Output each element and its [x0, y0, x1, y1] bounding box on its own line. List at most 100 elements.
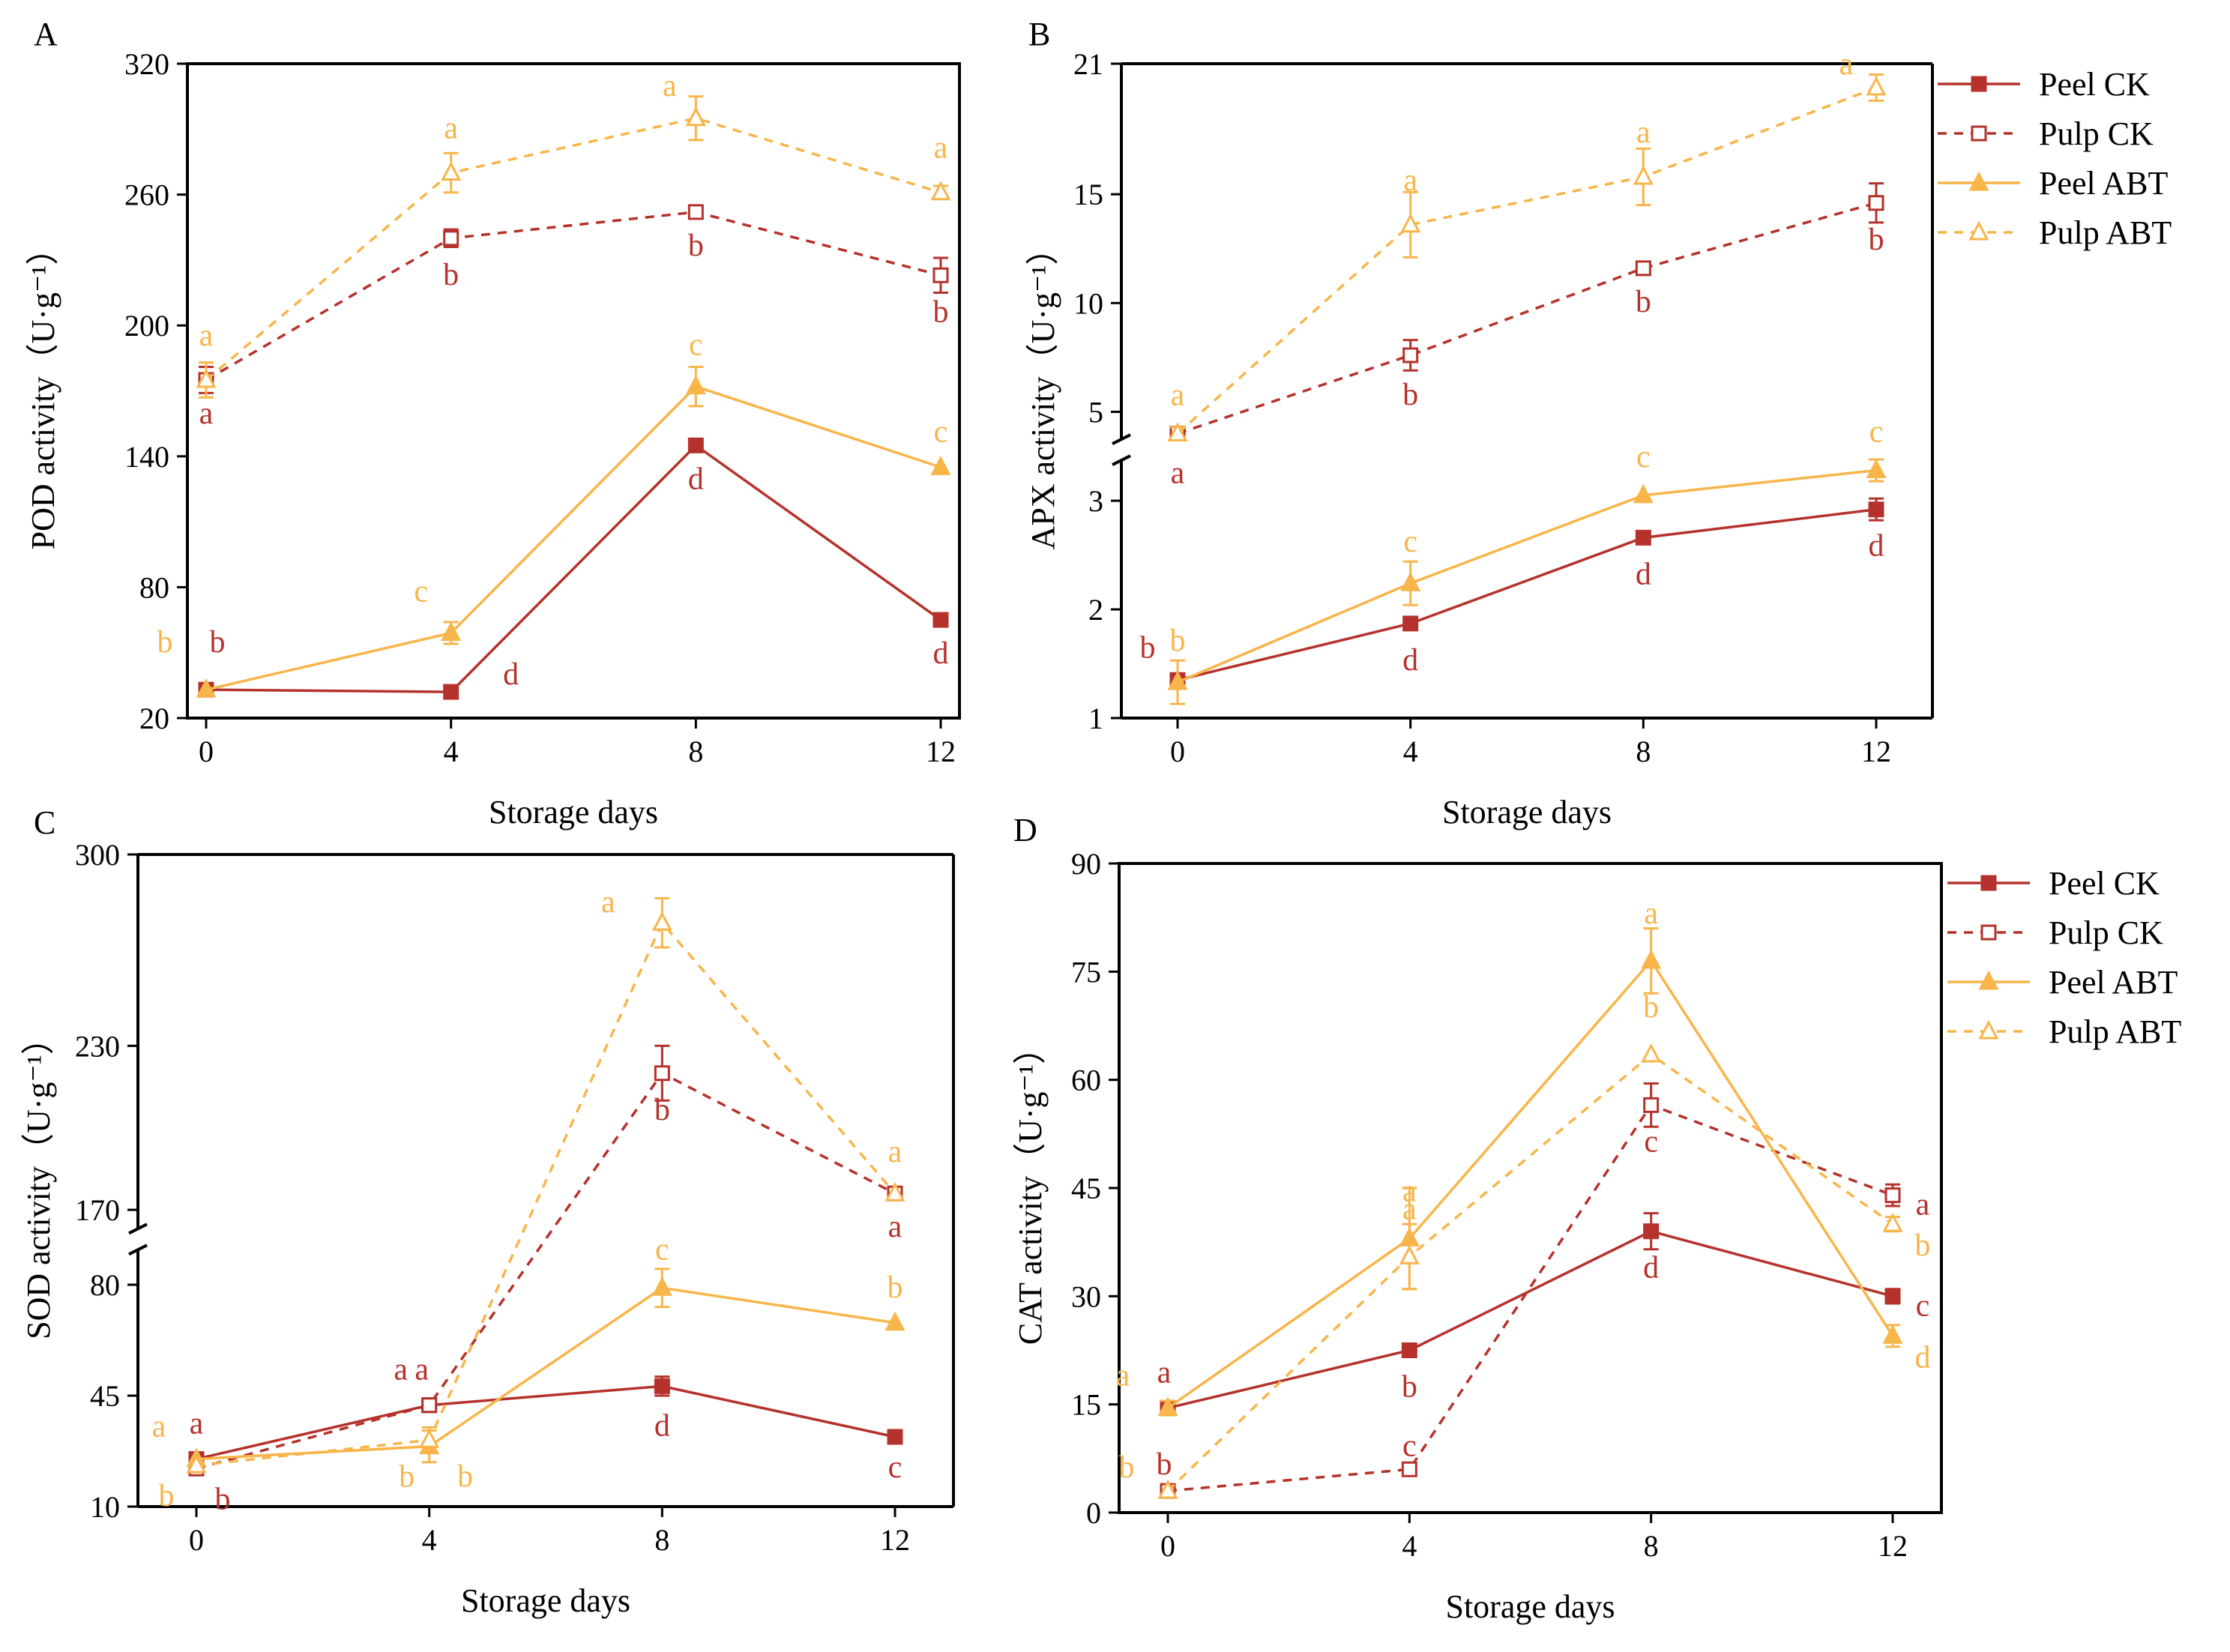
- data-point: [685, 375, 706, 395]
- legend-label: Pulp ABT: [2049, 1013, 2181, 1050]
- series-peel-abt: a b c b: [152, 1232, 905, 1495]
- significance-letter: a: [601, 885, 615, 920]
- series-peel-abt: b c c c: [1167, 414, 1887, 705]
- data-point: [196, 678, 217, 698]
- panel-label: C: [34, 804, 55, 841]
- significance-letter: b: [1915, 1229, 1931, 1263]
- y-tick-label: 5: [1088, 395, 1103, 429]
- data-point: [1882, 1212, 1903, 1232]
- y-tick-label: 140: [124, 440, 169, 474]
- series-line: [205, 211, 941, 382]
- significance-letter: b: [654, 1093, 670, 1127]
- data-point: [1399, 1245, 1420, 1264]
- x-tick-label: 12: [1861, 735, 1891, 768]
- series-pulp-abt: a a a a: [196, 69, 951, 399]
- data-point: [930, 456, 951, 475]
- significance-letter: b: [157, 625, 173, 660]
- significance-letter: d: [503, 657, 519, 692]
- data-point: [1868, 195, 1884, 211]
- significance-letter: a: [190, 1407, 204, 1441]
- significance-letter: c: [1402, 1429, 1417, 1463]
- legend: Peel CK Pulp CK Peel ABT Pulp ABT: [1938, 66, 2172, 251]
- panel-label: B: [1028, 16, 1050, 52]
- panel-label: A: [34, 16, 58, 52]
- significance-letter: a: [934, 131, 948, 166]
- data-point: [687, 204, 704, 220]
- legend-marker: [1968, 171, 1989, 191]
- significance-letter: c: [934, 414, 948, 449]
- data-point: [186, 1453, 207, 1474]
- axis-break-mark: [1112, 433, 1131, 445]
- data-point: [1157, 1479, 1178, 1499]
- data-point: [1884, 1187, 1901, 1204]
- significance-letter: a: [1402, 1192, 1417, 1226]
- significance-letter: d: [1643, 1251, 1659, 1285]
- data-point: [1633, 483, 1654, 504]
- y-tick-label: 320: [124, 47, 169, 81]
- significance-letter: c: [1869, 414, 1884, 449]
- data-point: [651, 911, 672, 931]
- y-tick-label: 75: [1071, 955, 1101, 989]
- x-tick-label: 0: [1170, 735, 1185, 768]
- x-tick-label: 4: [1403, 735, 1418, 768]
- significance-letter: b: [1170, 624, 1186, 658]
- significance-letter: c: [414, 575, 428, 609]
- significance-letter: b: [933, 295, 949, 329]
- data-point: [930, 181, 951, 201]
- significance-letter: a: [1171, 378, 1185, 412]
- panel-C: 10 45 80 170 230 300 0 4 8 12 Storage days SOD acti…: [20, 804, 955, 1619]
- significance-letter: b: [159, 1479, 175, 1513]
- y-tick-label: 0: [1086, 1496, 1101, 1530]
- significance-letter: d: [1869, 529, 1884, 564]
- x-tick-label: 0: [199, 735, 214, 768]
- significance-letter: b: [457, 1459, 473, 1494]
- significance-letter: b: [1636, 285, 1651, 319]
- significance-letter: d: [654, 1408, 670, 1443]
- series-peel-ck: b d d d: [198, 437, 949, 700]
- series-line: [205, 116, 941, 382]
- data-point: [1641, 949, 1662, 969]
- series-pulp-ck: b a b a: [188, 1044, 903, 1516]
- legend-label: Peel CK: [2049, 865, 2160, 902]
- y-tick-label: 300: [75, 838, 120, 872]
- significance-letter: a: [1916, 1188, 1930, 1223]
- y-tick-label: 3: [1088, 484, 1103, 518]
- legend-marker: [1978, 970, 1999, 990]
- data-point: [654, 1065, 670, 1082]
- data-point: [932, 612, 949, 628]
- legend-marker: [1968, 220, 1989, 241]
- series-line: [196, 1384, 896, 1461]
- data-point: [1868, 501, 1884, 518]
- data-point: [1641, 1043, 1662, 1063]
- significance-letter: d: [933, 636, 949, 671]
- series-line: [196, 1286, 896, 1461]
- legend-label: Pulp CK: [2039, 115, 2154, 152]
- y-tick-label: 2: [1088, 593, 1103, 627]
- significance-letter: a: [888, 1135, 902, 1169]
- significance-letter: a: [1171, 456, 1185, 490]
- axis-break-mark: [128, 1243, 148, 1256]
- data-point: [443, 684, 459, 700]
- significance-letter: a: [1636, 115, 1651, 150]
- data-point: [443, 230, 459, 247]
- legend-label: Pulp CK: [2049, 914, 2163, 951]
- significance-letter: b: [443, 258, 459, 292]
- plot-frame: [186, 62, 961, 720]
- data-point: [1866, 459, 1887, 478]
- significance-letter: b: [688, 229, 704, 263]
- y-axis-label: APX activity（U·g⁻¹）: [1025, 232, 1061, 550]
- data-point: [885, 1311, 905, 1331]
- significance-letter: c: [1403, 525, 1417, 559]
- y-tick-label: 30: [1071, 1279, 1101, 1313]
- axis-break-mark: [128, 1223, 148, 1235]
- data-point: [1884, 1288, 1901, 1304]
- data-point: [1157, 1396, 1178, 1416]
- data-point: [932, 267, 949, 283]
- significance-letter: a: [415, 1353, 429, 1387]
- y-tick-label: 80: [139, 570, 169, 604]
